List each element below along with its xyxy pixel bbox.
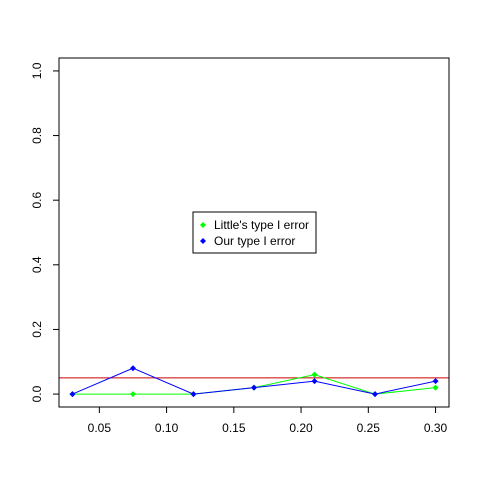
x-tick-label: 0.30 [424, 421, 448, 435]
x-tick-label: 0.20 [289, 421, 313, 435]
x-tick-label: 0.10 [155, 421, 179, 435]
legend: Little's type I error Our type I error [192, 211, 317, 254]
series-2-point [372, 391, 379, 398]
y-tick-label: 0.6 [30, 192, 44, 209]
series-1-point [129, 391, 136, 398]
legend-marker [200, 222, 206, 228]
series-2-point [311, 378, 318, 385]
series-2-point [129, 365, 136, 372]
y-tick-label: 0.2 [30, 321, 44, 338]
series-2-point [190, 391, 197, 398]
legend-label: Our type I error [214, 234, 295, 248]
plot-area [59, 365, 449, 398]
y-tick-label: 1.0 [30, 62, 44, 79]
x-tick-label: 0.25 [357, 421, 381, 435]
x-tick-label: 0.05 [88, 421, 112, 435]
series-2-point [432, 378, 439, 385]
y-tick-label: 0.8 [30, 127, 44, 144]
y-tick-label: 0.0 [30, 385, 44, 402]
series-2-point [251, 384, 257, 391]
plot-frame [58, 57, 450, 408]
series-1-point [432, 384, 439, 391]
x-tick-label: 0.15 [222, 421, 246, 435]
legend-marker [200, 238, 206, 244]
legend-label: Little's type I error [214, 218, 309, 232]
y-tick-label: 0.4 [30, 256, 44, 273]
series-2-point [69, 391, 76, 398]
legend-box [192, 211, 317, 254]
series-1-point [311, 371, 318, 378]
